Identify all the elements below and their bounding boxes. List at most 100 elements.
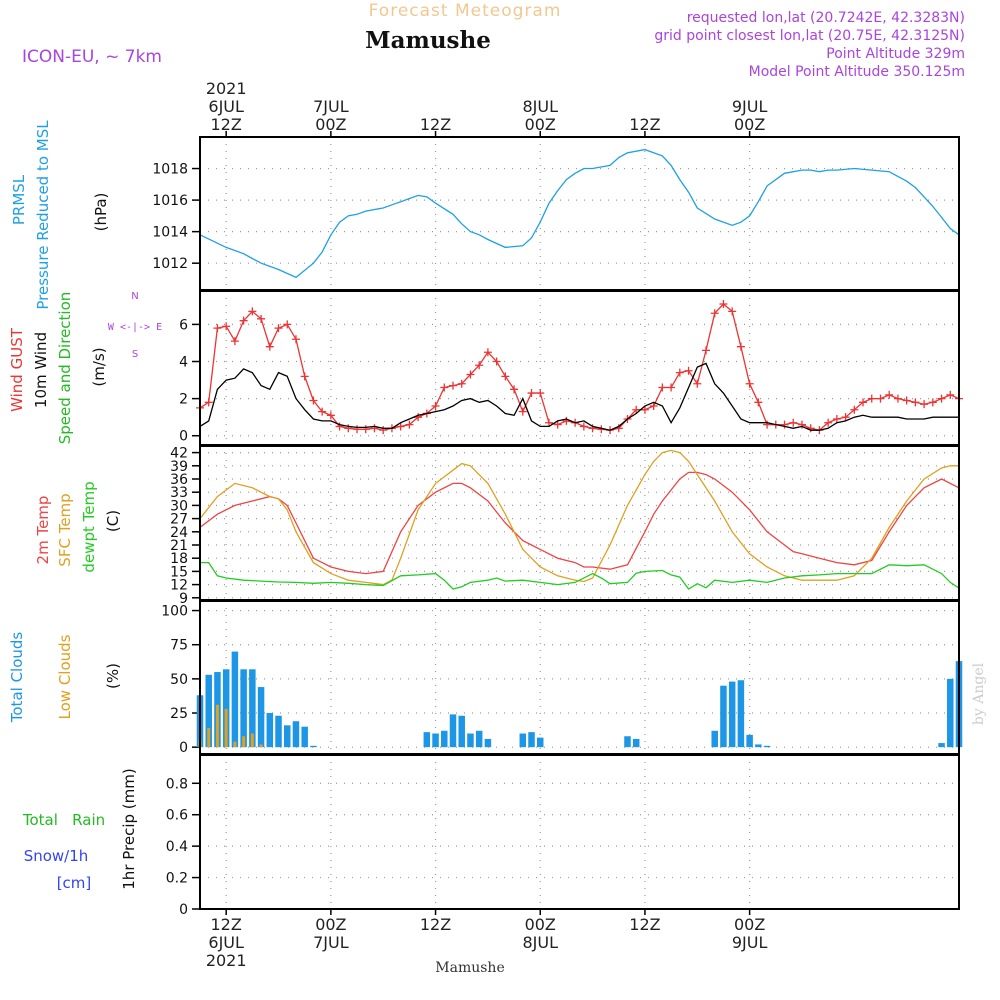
total-clouds-bar [624,736,631,748]
gridpoint-coords: grid point closest lon,lat (20.75E, 42.3… [654,28,965,44]
2m-temp-line [199,471,960,575]
gust-point [902,396,911,405]
bottom-time-label: 00Z [315,915,346,934]
y-tick-label: 4 [179,355,188,371]
gust-point [850,405,859,414]
gust-point [204,398,213,407]
gust-point [300,372,309,381]
gust-point [920,400,929,409]
gust-point [475,361,484,370]
y-tick-label: 39 [170,459,188,475]
gust-point [257,314,266,323]
gust-point [859,398,868,407]
total-clouds-bar [231,651,239,748]
gust-point [379,426,388,435]
total-clouds-bar [947,678,954,748]
bottom-time-label: 12Z [629,915,660,934]
precip-frame [199,754,960,910]
total-clouds-bar [746,734,753,748]
y-tick-label: 75 [170,638,188,654]
dewpt-label: dewpt Temp [80,481,98,572]
gust-point [344,424,353,433]
y-tick-label: 33 [170,485,188,501]
y-tick-label: 100 [161,604,188,620]
gust-point [396,422,405,431]
compass-we: W <-|-> E [108,322,162,333]
gust-point [483,348,492,357]
prmsl-line [199,148,960,279]
gust-point [728,307,737,316]
clouds-panel: 0 25 50 75 100 [161,600,963,756]
product-title: Forecast Meteogram [369,1,562,21]
total-clouds-bar [301,726,308,748]
precip-panel: 0 0.2 0.4 0.6 0.8 [166,754,960,918]
wind-label: 10m Wind [32,332,50,408]
gust-point [806,424,815,433]
low-clouds-bar [250,733,254,748]
y-tick-label: 50 [170,672,188,688]
gust-point [440,383,449,392]
clouds-panel-labels: Total Clouds Low Clouds (%) [8,632,122,724]
y-tick-label: 0.2 [166,871,188,887]
precip-unit: 1hr Precip (mm) [120,768,138,889]
bottom-time-label: 12Z [211,915,242,934]
total-clouds-bar [257,687,265,748]
gust-point [265,342,274,351]
total-clouds-bar [528,732,535,748]
temp-frame [199,445,960,601]
gust-point [937,394,946,403]
top-time-label: 12Z [211,115,242,134]
bottom-time-label: 8JUL [522,933,558,952]
gust-point [457,379,466,388]
bottom-time-label: 2021 [206,951,247,970]
gust-point [527,389,536,398]
gust-point [318,407,327,416]
top-time-label: 00Z [734,115,765,134]
bottom-time-label: 7JUL [313,933,349,952]
pressure-msl-label: Pressure Reduced to MSL [34,120,52,310]
y-tick-label: 1016 [152,193,188,209]
gust-point [911,398,920,407]
wind-gust-line [199,303,960,431]
gust-point [274,324,283,333]
gust-point [780,420,789,429]
compass-s: S [132,349,138,360]
y-tick-label: 0.8 [166,776,188,792]
total-clouds-bar [938,743,945,748]
gust-point [466,370,475,379]
model-label: ICON-EU, ~ 7km [22,47,162,67]
y-tick-label: 25 [170,706,188,722]
total-clouds-bar [519,733,527,748]
pressure-panel: 1012 1014 1016 1018 [152,136,960,291]
10m-wind-line [199,362,959,431]
y-tick-label: 30 [170,498,188,514]
total-clouds-bar [249,669,256,748]
gust-point [928,398,937,407]
total-clouds-bar [763,745,771,748]
y-tick-label: 0.4 [166,839,188,855]
t2m-label: 2m Temp [34,496,52,565]
total-clouds-bar [222,669,230,748]
gust-point [405,420,414,429]
y-tick-label: 12 [170,578,188,594]
low-clouds-bar [259,744,263,748]
total-clouds-bar [737,680,745,748]
low-clouds-bar [207,728,211,748]
gust-point [832,415,841,424]
point-altitude: Point Altitude 329m [826,46,965,62]
gust-point [667,383,676,392]
gust-point [702,346,710,355]
total-clouds-bar [441,730,448,748]
gust-point [414,413,423,422]
top-time-label: 12Z [420,115,451,134]
y-tick-label: 6 [179,317,188,333]
location-title: Mamushe [365,27,491,54]
total-clouds-bar [205,674,212,748]
tsfc-label: SFC Temp [56,493,74,566]
compass-n: N [131,291,138,302]
total-clouds-bar [240,669,247,748]
